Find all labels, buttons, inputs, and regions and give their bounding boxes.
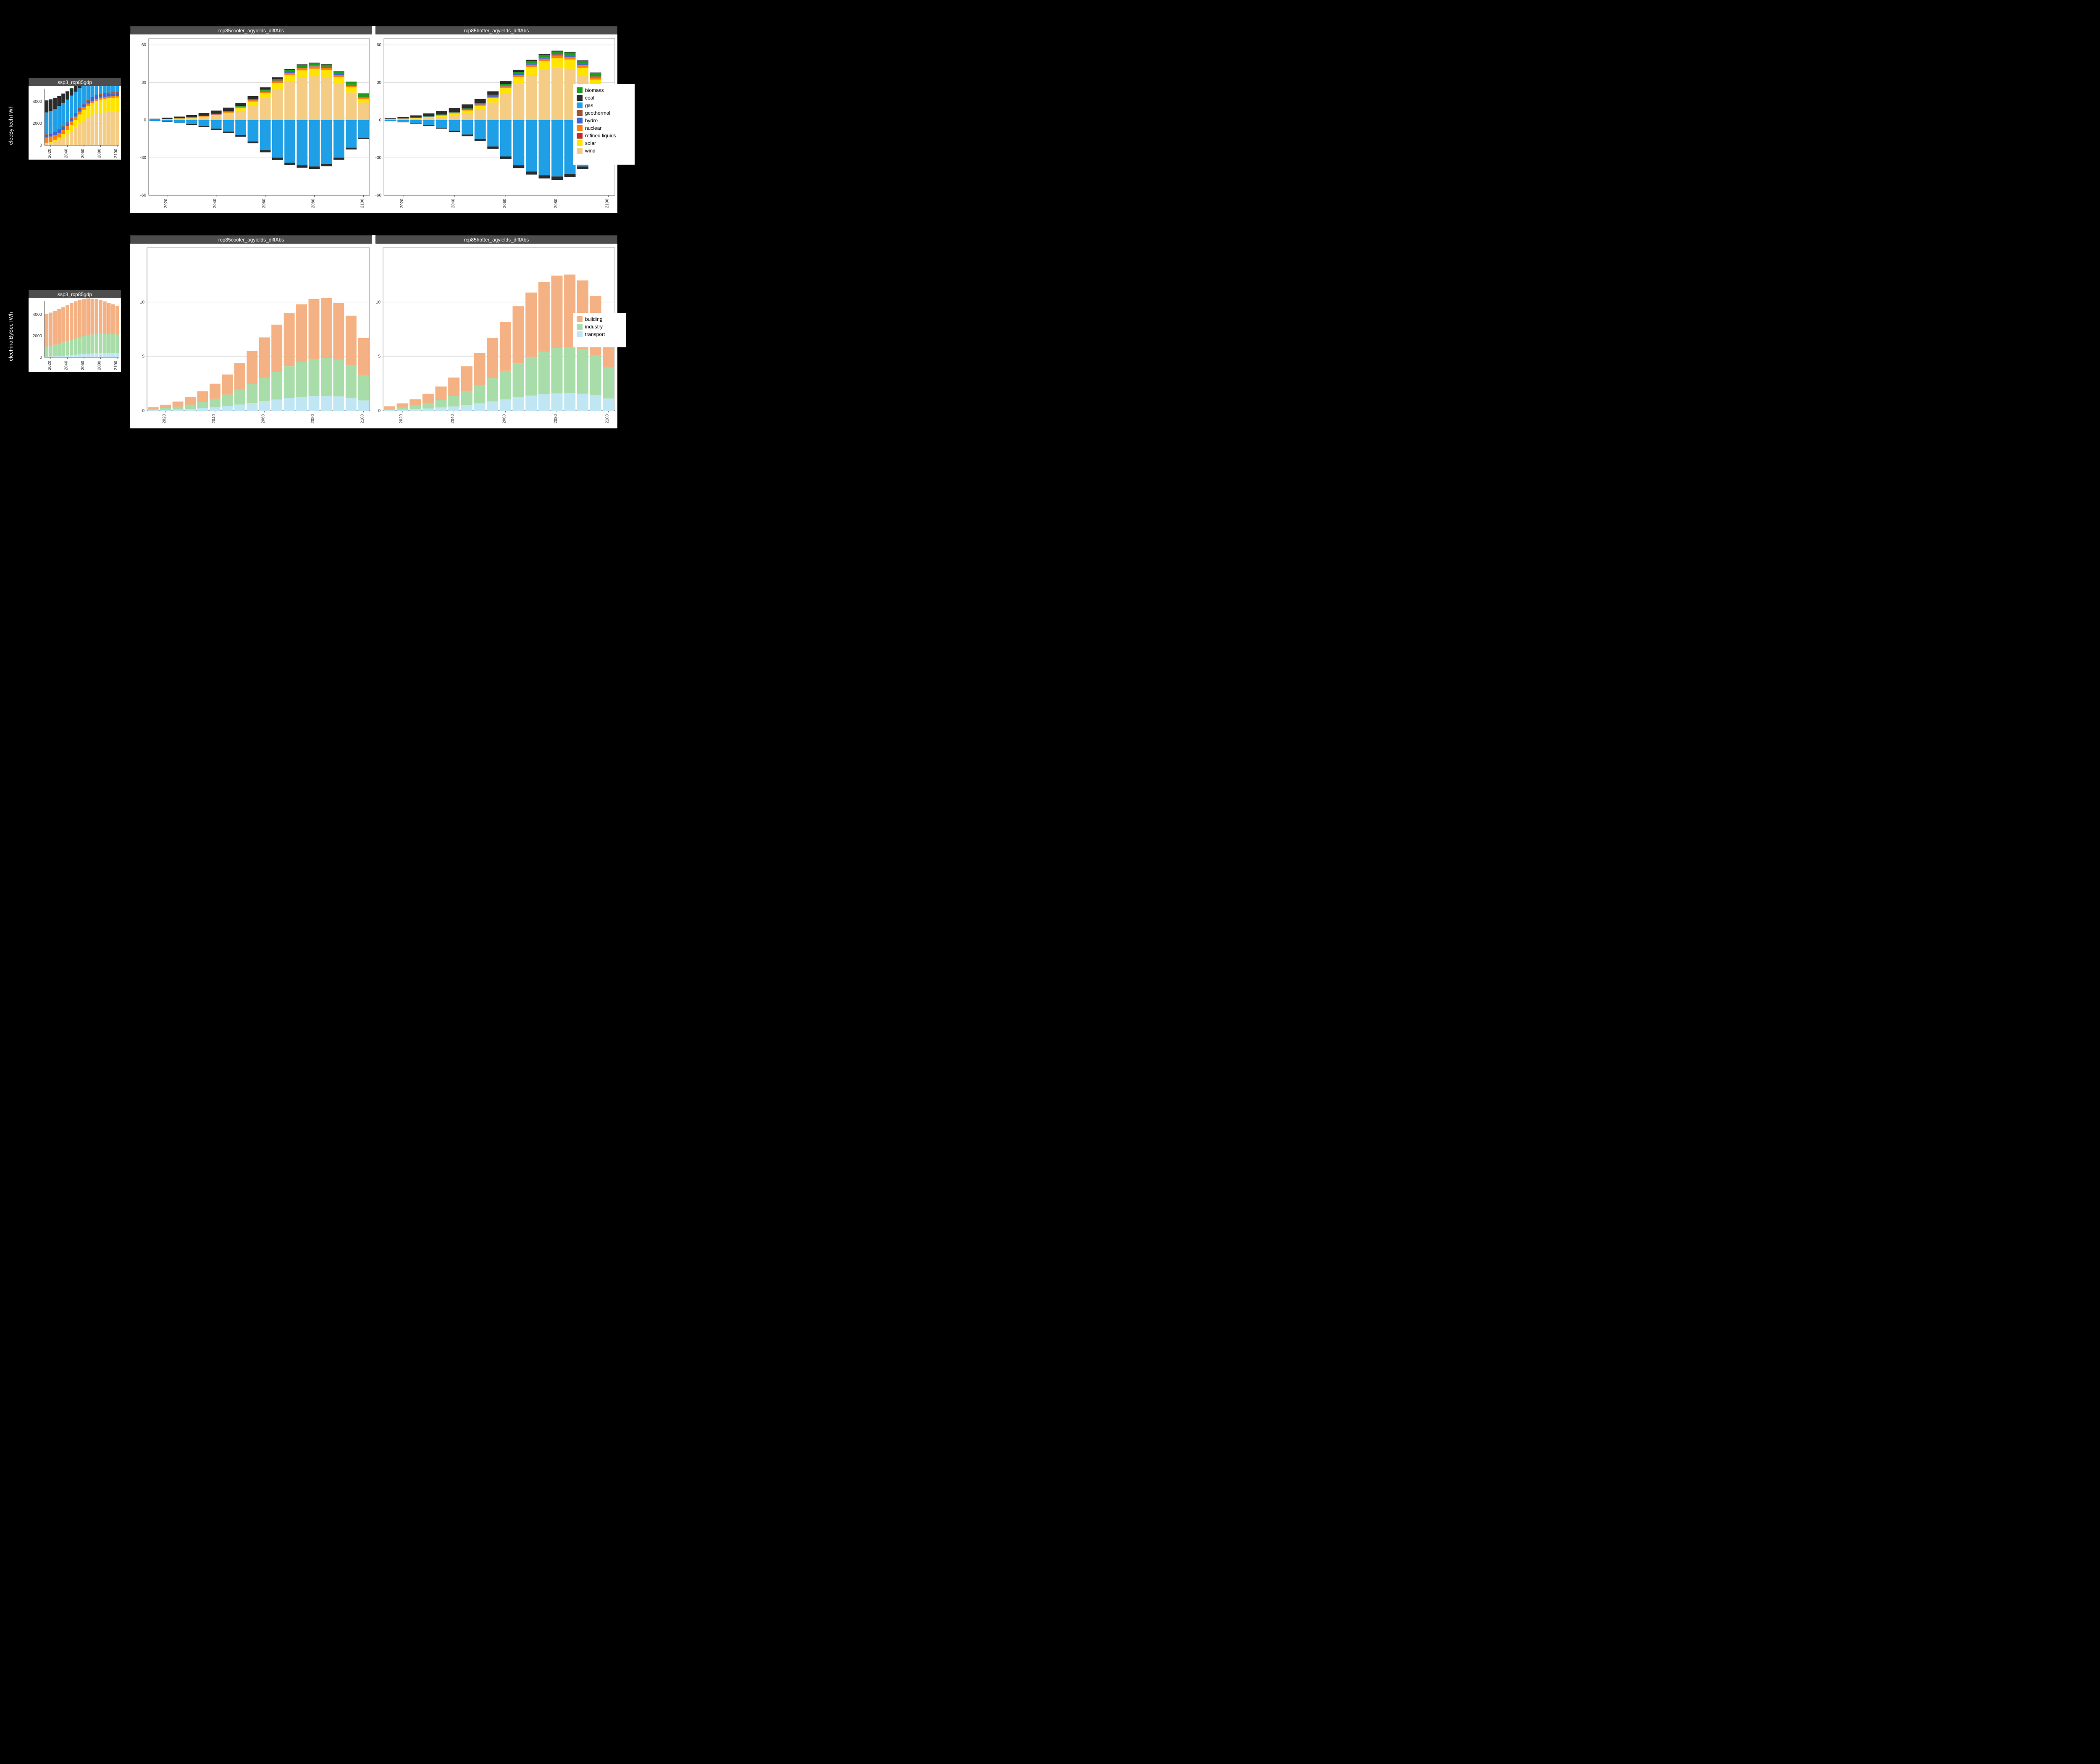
row-a-y-label: elecByTechTWh <box>8 105 14 145</box>
svg-text:-60: -60 <box>375 193 381 198</box>
legend-item: industry <box>577 323 623 331</box>
svg-text:2080: 2080 <box>554 414 558 424</box>
facet-strip: rcp85cooler_agyields_diffAbs <box>130 235 372 244</box>
facet-strip: rcp85hotter_agyields_diffAbs <box>375 235 617 244</box>
svg-text:2040: 2040 <box>451 199 456 208</box>
chart-b-left: ssp3_rcp85gdp 0 2000 4000 2020 2040 2060 2080 21… <box>29 290 121 372</box>
legend-item: solar <box>577 139 631 147</box>
legend-item: biomass <box>577 87 631 94</box>
svg-text:2040: 2040 <box>64 361 68 370</box>
svg-text:0: 0 <box>142 409 144 413</box>
svg-text:2040: 2040 <box>213 199 218 208</box>
svg-text:2020: 2020 <box>162 414 167 424</box>
svg-text:2100: 2100 <box>360 414 365 424</box>
legend-item: nuclear <box>577 124 631 132</box>
svg-text:2080: 2080 <box>97 361 102 370</box>
legend-tech: biomasscoalgasgeothermalhydronuclearrefi… <box>573 84 635 165</box>
chart-b-right: rcp85cooler_agyields_diffAbs 0 5 10 2020 2040… <box>130 235 617 428</box>
legend-item: wind <box>577 147 631 155</box>
svg-text:4000: 4000 <box>33 100 42 104</box>
facet-strip: ssp3_rcp85gdp <box>29 290 121 298</box>
svg-text:2080: 2080 <box>311 414 315 424</box>
svg-text:2060: 2060 <box>261 414 266 424</box>
svg-text:2060: 2060 <box>502 414 507 424</box>
svg-text:2060: 2060 <box>502 199 507 208</box>
svg-text:2020: 2020 <box>400 199 404 208</box>
svg-text:5: 5 <box>142 354 144 359</box>
svg-text:-30: -30 <box>140 155 147 160</box>
svg-text:2080: 2080 <box>554 199 559 208</box>
svg-text:2040: 2040 <box>451 414 455 424</box>
legend-item: refined liquids <box>577 132 631 139</box>
legend-item: building <box>577 315 623 323</box>
svg-text:5: 5 <box>378 354 381 359</box>
svg-text:0: 0 <box>39 355 42 360</box>
chart-a-right: rcp85cooler_agyields_diffAbs -60 -30 0 30 60 2… <box>130 26 617 213</box>
legend-item: gas <box>577 102 631 109</box>
svg-text:2080: 2080 <box>97 149 102 158</box>
svg-text:30: 30 <box>142 80 147 85</box>
svg-text:2100: 2100 <box>114 361 118 370</box>
svg-text:2020: 2020 <box>399 414 404 424</box>
svg-text:2000: 2000 <box>33 121 42 126</box>
svg-text:2020: 2020 <box>47 149 52 158</box>
svg-text:60: 60 <box>142 43 147 47</box>
row-b-y-label: elecFinalBySecTWh <box>8 312 14 361</box>
svg-text:0: 0 <box>379 118 381 123</box>
svg-text:2020: 2020 <box>164 199 168 208</box>
facet-strip: rcp85hotter_agyields_diffAbs <box>375 26 617 34</box>
svg-text:60: 60 <box>377 43 382 47</box>
legend-item: hydro <box>577 117 631 124</box>
svg-text:30: 30 <box>377 80 382 85</box>
legend-item: transport <box>577 331 623 338</box>
svg-text:2000: 2000 <box>33 334 42 339</box>
svg-text:2100: 2100 <box>605 414 610 424</box>
svg-text:10: 10 <box>376 300 381 304</box>
svg-text:2060: 2060 <box>81 149 85 158</box>
svg-text:0: 0 <box>39 143 42 148</box>
chart-a-left: ssp3_rcp85gdp 0 2000 4000 2020 2040 2060 2080 21… <box>29 78 121 160</box>
svg-text:2100: 2100 <box>114 149 118 158</box>
svg-text:-30: -30 <box>375 155 381 160</box>
facet-strip: ssp3_rcp85gdp <box>29 78 121 86</box>
facet-strip: rcp85cooler_agyields_diffAbs <box>130 26 372 34</box>
svg-text:2080: 2080 <box>311 199 316 208</box>
legend-item: geothermal <box>577 109 631 117</box>
svg-text:4000: 4000 <box>33 312 42 317</box>
legend-sector: buildingindustrytransport <box>573 313 626 347</box>
svg-text:2100: 2100 <box>360 199 365 208</box>
svg-text:-60: -60 <box>140 193 147 198</box>
svg-text:10: 10 <box>140 300 145 304</box>
svg-text:2100: 2100 <box>605 199 610 208</box>
svg-text:0: 0 <box>144 118 146 123</box>
svg-text:2040: 2040 <box>212 414 216 424</box>
svg-text:2060: 2060 <box>262 199 267 208</box>
svg-text:2060: 2060 <box>81 361 85 370</box>
legend-item: coal <box>577 94 631 102</box>
svg-text:2040: 2040 <box>64 149 68 158</box>
svg-text:2020: 2020 <box>47 361 52 370</box>
svg-text:0: 0 <box>378 409 381 413</box>
